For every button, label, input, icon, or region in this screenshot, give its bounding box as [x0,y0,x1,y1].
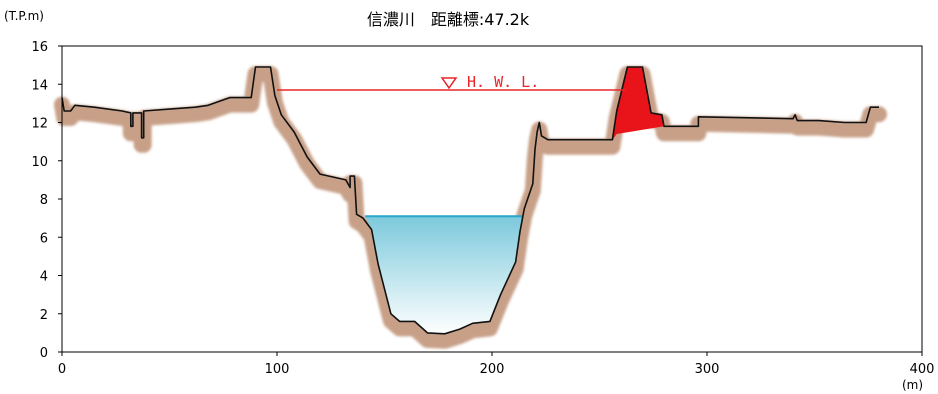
plot-area: H. W. L. [54,66,887,349]
y-tick-label: 8 [40,193,48,208]
x-tick-label: 300 [695,362,720,377]
x-axis-unit: (m) [902,378,923,392]
y-tick-label: 14 [31,78,48,93]
x-tick-label: 200 [480,362,505,377]
y-tick-label: 2 [40,308,48,323]
ground-profile-line [61,66,879,335]
axis-ticks: 0 100 200 300 400 0 2 4 6 8 10 12 14 16 [31,40,934,377]
y-tick-label: 12 [31,117,48,132]
y-tick-label: 6 [40,231,48,246]
hwl-label: H. W. L. [467,73,539,91]
water-body [365,216,523,334]
x-tick-label: 0 [58,362,66,377]
y-tick-label: 10 [31,155,48,170]
y-tick-label: 0 [40,346,48,361]
x-tick-label: 400 [910,362,935,377]
embankment-fill [612,67,664,140]
plot-frame [61,45,923,353]
y-tick-label: 4 [40,270,48,285]
x-tick-label: 100 [265,362,290,377]
y-axis-unit: (T.P.m) [4,9,44,23]
chart-title: 信濃川 距離標:47.2k [367,10,530,29]
y-tick-label: 16 [31,40,48,55]
hwl-marker-icon [440,77,458,90]
